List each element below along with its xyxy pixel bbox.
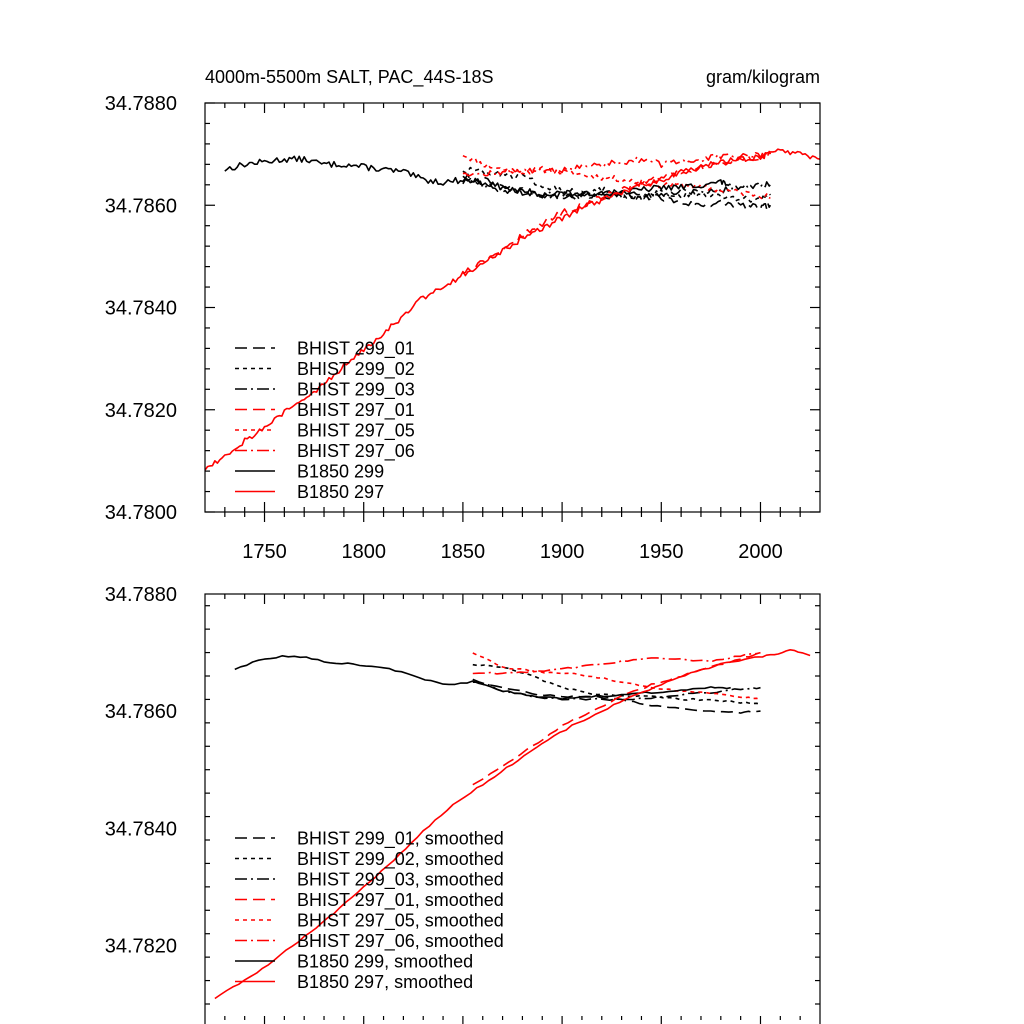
series-line-bhist-297-06 bbox=[462, 150, 772, 177]
x-tick-label: 1800 bbox=[341, 541, 386, 563]
x-tick-label: 1950 bbox=[639, 541, 684, 563]
legend-label: B1850 297 bbox=[297, 482, 384, 502]
legend-label: BHIST 297_06 bbox=[297, 441, 415, 462]
series-line-b1850-297-smoothed bbox=[214, 649, 811, 1000]
legend-label: BHIST 299_01, smoothed bbox=[297, 829, 504, 850]
units-label: gram/kilogram bbox=[706, 67, 820, 87]
bottom-chart-frame bbox=[204, 593, 821, 1024]
legend-label: BHIST 299_03, smoothed bbox=[297, 870, 504, 891]
y-tick-label: 34.7860 bbox=[105, 701, 177, 723]
top-chart-panel: 34.7800 34.7820 34.7840 34.7860 34.7880 1750 1… bbox=[105, 93, 821, 563]
bottom-chart-panel: 34.7820 34.7840 34.7860 34.7880 BHIST 299_0… bbox=[105, 584, 821, 1024]
y-tick-label: 34.7820 bbox=[105, 400, 177, 422]
legend-label: BHIST 297_01, smoothed bbox=[297, 890, 504, 911]
series-line-b1850-299-smoothed bbox=[234, 655, 731, 700]
y-tick-label: 34.7840 bbox=[105, 818, 177, 840]
legend-label: BHIST 297_01 bbox=[297, 400, 415, 421]
series-line-bhist-299-01-smoothed bbox=[472, 681, 761, 714]
legend-label: BHIST 299_02 bbox=[297, 359, 415, 380]
series-line-bhist-297-05-smoothed bbox=[472, 652, 761, 701]
x-tick-label: 1850 bbox=[441, 541, 486, 563]
figure-title: 4000m-5500m SALT, PAC_44S-18S bbox=[205, 67, 494, 88]
y-tick-label: 34.7880 bbox=[105, 584, 177, 606]
legend-label: B1850 299 bbox=[297, 462, 384, 482]
bottom-chart-ticks: 34.7820 34.7840 34.7860 34.7880 bbox=[105, 584, 820, 1024]
top-chart-ticks: 34.7800 34.7820 34.7840 34.7860 34.7880 1750 1… bbox=[105, 93, 820, 563]
series-line-bhist-297-01 bbox=[462, 151, 772, 275]
y-tick-label: 34.7820 bbox=[105, 935, 177, 957]
bottom-chart-lines bbox=[214, 649, 811, 1000]
legend-label: BHIST 299_02, smoothed bbox=[297, 849, 504, 870]
series-line-bhist-297-06-smoothed bbox=[472, 651, 761, 675]
legend-label: BHIST 297_05 bbox=[297, 421, 415, 442]
legend-label: B1850 299, smoothed bbox=[297, 952, 473, 972]
series-line-bhist-299-02 bbox=[462, 166, 771, 203]
series-line-bhist-299-01 bbox=[462, 176, 772, 211]
series-line-bhist-297-01-smoothed bbox=[472, 651, 761, 786]
legend-label: B1850 297, smoothed bbox=[297, 972, 473, 992]
y-tick-label: 34.7840 bbox=[105, 298, 177, 320]
legend-label: BHIST 299_03 bbox=[297, 380, 415, 401]
x-tick-label: 1900 bbox=[540, 541, 585, 563]
series-line-bhist-297-05 bbox=[462, 154, 771, 200]
legend-label: BHIST 299_01 bbox=[297, 339, 415, 360]
series-line-b1850-297 bbox=[205, 148, 820, 471]
x-tick-label: 1750 bbox=[242, 541, 287, 563]
y-tick-label: 34.7880 bbox=[105, 93, 177, 115]
y-tick-label: 34.7860 bbox=[105, 195, 177, 217]
series-line-b1850-299 bbox=[224, 155, 732, 199]
legend-label: BHIST 297_05, smoothed bbox=[297, 911, 504, 932]
y-tick-label: 34.7800 bbox=[105, 502, 177, 524]
legend-label: BHIST 297_06, smoothed bbox=[297, 931, 504, 952]
x-tick-label: 2000 bbox=[738, 541, 783, 563]
top-chart-lines bbox=[205, 148, 820, 471]
